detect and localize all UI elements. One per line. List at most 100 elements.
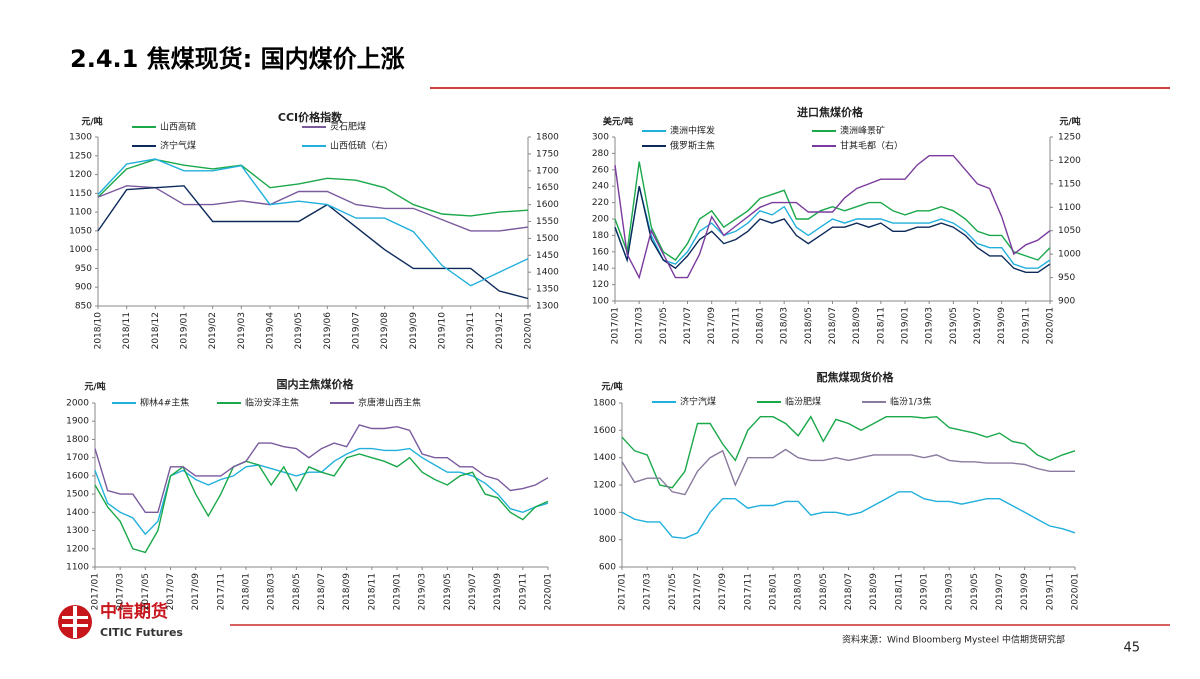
series-line	[614, 186, 1051, 273]
y2-tick-label: 1400	[536, 268, 559, 278]
x-tick-label: 2018/05	[819, 573, 829, 610]
chart-title: 进口焦煤价格	[797, 105, 864, 119]
series-line	[97, 158, 529, 217]
x-tick-label: 2018/07	[828, 307, 838, 344]
x-tick-label: 2019/12	[495, 312, 505, 349]
y2-tick-label: 1450	[536, 251, 559, 261]
y-axis-label: 元/吨	[84, 381, 105, 393]
y-tick-label: 160	[592, 247, 609, 257]
y2-tick-label: 1350	[536, 285, 559, 295]
x-tick-label: 2017/09	[718, 573, 728, 611]
x-tick-label: 2019/03	[925, 307, 935, 344]
y2-tick-label: 1150	[1058, 179, 1081, 189]
x-tick-label: 2017/01	[618, 573, 628, 610]
x-tick-label: 2019/10	[438, 312, 448, 350]
x-tick-label: 2019/07	[352, 312, 362, 349]
x-tick-label: 2018/01	[756, 307, 766, 344]
x-tick-label: 2019/07	[973, 307, 983, 344]
x-tick-label: 2019/11	[466, 312, 476, 349]
y-tick-label: 1100	[66, 563, 89, 573]
x-tick-label: 2018/03	[794, 573, 804, 610]
y2-tick-label: 1100	[1058, 203, 1081, 213]
y-tick-label: 1800	[66, 435, 89, 445]
y2-axis-label: 元/吨	[1059, 116, 1080, 128]
y-tick-label: 900	[75, 283, 92, 293]
logo-icon	[58, 605, 92, 639]
x-tick-label: 2019/05	[294, 312, 304, 349]
x-tick-label: 2018/09	[869, 573, 879, 611]
x-tick-label: 2019/07	[468, 573, 478, 610]
y2-tick-label: 1600	[536, 200, 559, 210]
x-tick-label: 2018/11	[122, 312, 132, 349]
x-tick-label: 2019/01	[393, 573, 403, 610]
series-line	[614, 161, 1051, 261]
x-tick-label: 2019/09	[409, 312, 419, 350]
y-tick-label: 1200	[593, 481, 616, 491]
x-tick-label: 2017/01	[91, 573, 101, 610]
x-tick-label: 2019/08	[380, 312, 390, 350]
y-tick-label: 1150	[69, 189, 92, 199]
y-tick-label: 220	[592, 198, 609, 208]
x-tick-label: 2019/11	[1045, 573, 1055, 610]
y-axis-label: 元/吨	[81, 116, 102, 128]
x-tick-label: 2020/01	[1071, 573, 1081, 610]
y-tick-label: 1600	[66, 471, 89, 481]
legend-label: 济宁气煤	[160, 140, 196, 152]
x-tick-label: 2019/09	[997, 307, 1007, 345]
page-number: 45	[1123, 641, 1140, 656]
x-tick-label: 2018/09	[342, 573, 352, 611]
legend-label: 澳洲峰景矿	[840, 125, 885, 137]
x-tick-label: 2017/07	[683, 307, 693, 344]
y-tick-label: 240	[592, 182, 609, 192]
series-line	[94, 424, 549, 513]
x-tick-label: 2018/11	[367, 573, 377, 610]
y2-tick-label: 1700	[536, 166, 559, 176]
y-tick-label: 1700	[66, 453, 89, 463]
chart-title: 配焦煤现货价格	[817, 370, 895, 384]
y-tick-label: 120	[592, 280, 609, 290]
legend-label: 临汾安泽主焦	[245, 397, 299, 409]
legend-label: 澳洲中挥发	[670, 125, 715, 137]
x-tick-label: 2017/07	[693, 573, 703, 610]
x-tick-label: 2018/05	[804, 307, 814, 344]
x-tick-label: 2018/01	[769, 573, 779, 610]
x-tick-label: 2018/09	[852, 307, 862, 345]
y-tick-label: 1250	[69, 151, 92, 161]
legend-label: 济宁汽煤	[680, 396, 716, 408]
series-line	[621, 491, 1076, 540]
x-tick-label: 2017/05	[668, 573, 678, 610]
x-tick-label: 2017/03	[635, 307, 645, 344]
y-tick-label: 260	[592, 165, 609, 175]
y-tick-label: 200	[592, 215, 609, 225]
x-tick-label: 2017/03	[643, 573, 653, 610]
y2-tick-label: 1000	[1058, 250, 1081, 260]
y2-tick-label: 1300	[536, 302, 559, 312]
x-tick-label: 2019/07	[995, 573, 1005, 610]
series-line	[94, 447, 549, 536]
y2-tick-label: 1550	[536, 217, 559, 227]
x-tick-label: 2018/07	[317, 573, 327, 610]
x-tick-label: 2019/06	[323, 312, 333, 350]
y-tick-label: 800	[599, 535, 616, 545]
y-tick-label: 280	[592, 149, 609, 159]
x-tick-label: 2019/04	[266, 312, 276, 350]
x-tick-label: 2018/03	[267, 573, 277, 610]
x-tick-label: 2019/09	[1020, 573, 1030, 611]
x-tick-label: 2018/11	[876, 307, 886, 344]
y-tick-label: 140	[592, 264, 609, 274]
y-tick-label: 1500	[66, 490, 89, 500]
y-tick-label: 1000	[593, 508, 616, 518]
x-tick-label: 2017/09	[191, 573, 201, 611]
x-tick-label: 2019/05	[443, 573, 453, 610]
x-tick-label: 2018/07	[844, 573, 854, 610]
series-line	[97, 185, 529, 300]
x-tick-label: 2020/01	[1046, 307, 1056, 344]
logo-name: 中信期货	[100, 601, 168, 622]
x-tick-label: 2019/01	[920, 573, 930, 610]
y2-tick-label: 1800	[536, 133, 559, 143]
x-tick-label: 2017/05	[659, 307, 669, 344]
y2-tick-label: 1500	[536, 234, 559, 244]
legend-label: 临汾1/3焦	[890, 396, 932, 408]
y-tick-label: 1300	[69, 133, 92, 143]
